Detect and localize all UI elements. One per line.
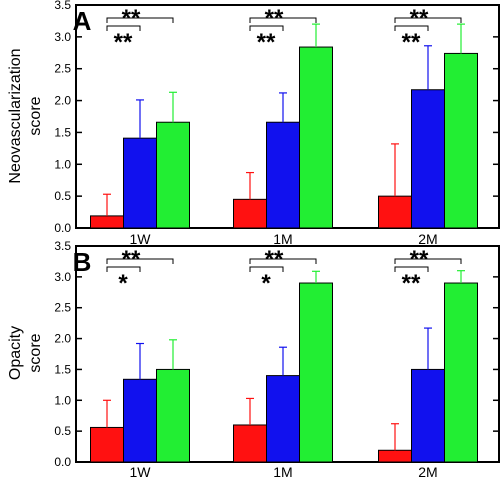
bar: [90, 426, 124, 463]
significance-bracket: [249, 266, 284, 272]
x-category-label: 2M: [418, 231, 437, 247]
chart-panel-b: 0.0 0.5 1.0 1.5 2.0 2.5 3.0 3.5 Opacity score B 1W 1…: [7, 239, 500, 479]
bar: [299, 282, 333, 463]
significance-marker: **: [402, 270, 421, 297]
y-tick-label: 1.5: [54, 125, 71, 139]
y-tick-label: 1.0: [54, 393, 71, 407]
significance-bracket: [106, 25, 141, 31]
significance-bracket: [106, 17, 174, 23]
significance-marker: **: [257, 29, 276, 56]
y-tick-label: 2.5: [54, 62, 71, 76]
bar: [233, 198, 267, 229]
significance-marker: **: [265, 5, 284, 32]
panel-label: A: [73, 6, 92, 36]
significance-bracket: [394, 17, 462, 23]
bar: [411, 368, 445, 463]
bar: [90, 215, 124, 229]
y-tick-label: 0.0: [54, 221, 71, 235]
bar: [378, 449, 412, 463]
y-tick-label: 1.0: [54, 157, 71, 171]
bar: [444, 282, 478, 463]
y-axis-label-line: Opacity: [7, 326, 24, 380]
y-tick-label: 2.0: [54, 94, 71, 108]
y-axis-label: Neovascularization score: [7, 48, 44, 183]
x-category-label: 1M: [273, 464, 292, 479]
significance-marker: **: [402, 29, 421, 56]
x-category-label: 1W: [130, 231, 152, 247]
y-tick-label: 3.5: [54, 0, 71, 12]
bar: [444, 52, 478, 229]
significance-marker: **: [114, 29, 133, 56]
y-tick-label: 3.0: [54, 270, 71, 284]
bar: [233, 424, 267, 463]
y-axis-label: Opacity score: [7, 326, 44, 380]
y-axis-label-line: score: [27, 96, 44, 135]
significance-bracket: [394, 266, 429, 272]
y-tick-label: 3.0: [54, 30, 71, 44]
y-tick-label: 2.0: [54, 332, 71, 346]
significance-marker: **: [410, 246, 429, 273]
y-tick-label: 3.5: [54, 239, 71, 253]
significance-bracket: [394, 25, 429, 31]
bar: [156, 368, 190, 463]
y-tick-label: 2.5: [54, 301, 71, 315]
panel-label: B: [73, 247, 92, 277]
y-tick-label: 0.0: [54, 455, 71, 469]
y-tick-label: 1.5: [54, 362, 71, 376]
y-tick-label: 0.5: [54, 424, 71, 438]
significance-marker: *: [118, 270, 128, 297]
bar: [411, 89, 445, 229]
significance-bracket: [106, 258, 174, 264]
significance-bracket: [249, 258, 317, 264]
significance-bracket: [249, 17, 317, 23]
x-category-label: 2M: [418, 464, 437, 479]
significance-bracket: [249, 25, 284, 31]
bar: [123, 378, 157, 463]
chart-panel-a: 0.0 0.5 1.0 1.5 2.0 2.5 3.0 3.5 Neovascularizati…: [7, 0, 500, 247]
significance-bracket: [106, 266, 141, 272]
significance-marker: **: [265, 246, 284, 273]
bar: [299, 46, 333, 229]
bar: [378, 195, 412, 229]
y-axis-label-line: score: [27, 333, 44, 372]
bar: [266, 375, 300, 463]
bar: [156, 121, 190, 229]
bar: [123, 137, 157, 229]
significance-bracket: [394, 258, 462, 264]
x-category-label: 1W: [130, 464, 152, 479]
bar: [266, 121, 300, 229]
x-category-label: 1M: [273, 231, 292, 247]
y-axis-label-line: Neovascularization: [7, 48, 24, 183]
significance-marker: **: [122, 5, 141, 32]
significance-marker: **: [122, 246, 141, 273]
significance-marker: **: [410, 5, 429, 32]
y-tick-label: 0.5: [54, 189, 71, 203]
significance-marker: *: [261, 270, 271, 297]
